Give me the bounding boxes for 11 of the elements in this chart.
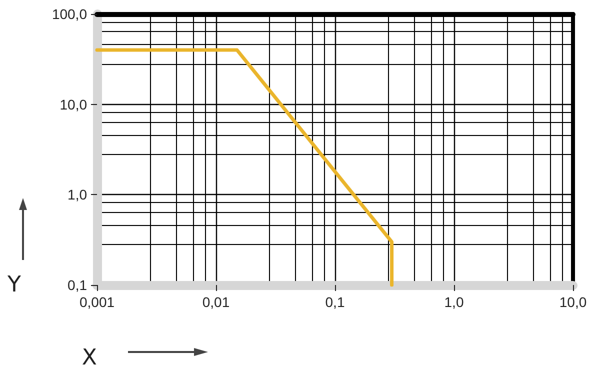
x-tick-label: 0,001 [79, 294, 115, 310]
y-tick-label: 100,0 [52, 6, 88, 22]
x-tick-label: 10,0 [559, 294, 587, 310]
x-tick-label: 1,0 [444, 294, 464, 310]
x-axis-title: X [82, 346, 97, 369]
y-tick-label: 1,0 [68, 186, 88, 203]
y-tick-label: 0,1 [68, 277, 88, 293]
y-tick-label: 10,0 [60, 96, 88, 112]
x-tick-label: 0,1 [325, 294, 345, 310]
x-tick-label: 0,01 [202, 294, 230, 310]
y-axis-title: Y [6, 272, 22, 298]
